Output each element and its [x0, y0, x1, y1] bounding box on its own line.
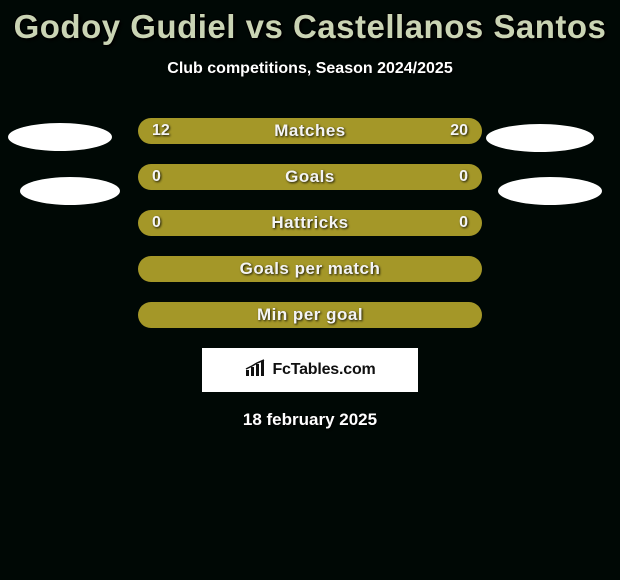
- stat-left-value: 12: [152, 122, 170, 140]
- stat-left-value: 0: [152, 168, 161, 186]
- stat-row: Hattricks 0 0: [0, 210, 620, 236]
- stat-label: Min per goal: [257, 305, 363, 325]
- comparison-chart: Matches 12 20 Goals 0 0 Hattricks 0 0 Goals per m…: [0, 118, 620, 328]
- brand-text: FcTables.com: [272, 361, 375, 379]
- stat-label: Goals per match: [240, 259, 381, 279]
- brand-footer: FcTables.com: [202, 348, 418, 392]
- stat-label: Goals: [285, 167, 335, 187]
- stat-row: Goals per match: [0, 256, 620, 282]
- infographic-root: Godoy Gudiel vs Castellanos Santos Club …: [0, 0, 620, 580]
- stat-bar-right: [310, 164, 482, 190]
- stat-right-value: 0: [459, 214, 468, 232]
- stat-label: Matches: [274, 121, 346, 141]
- stat-label: Hattricks: [271, 213, 348, 233]
- page-title: Godoy Gudiel vs Castellanos Santos: [0, 8, 620, 46]
- footer-date: 18 february 2025: [0, 410, 620, 430]
- stat-right-value: 20: [450, 122, 468, 140]
- stat-row: Goals 0 0: [0, 164, 620, 190]
- stat-row: Min per goal: [0, 302, 620, 328]
- stat-right-value: 0: [459, 168, 468, 186]
- stat-row: Matches 12 20: [0, 118, 620, 144]
- page-subtitle: Club competitions, Season 2024/2025: [0, 60, 620, 78]
- stat-left-value: 0: [152, 214, 161, 232]
- chart-icon: [244, 359, 266, 382]
